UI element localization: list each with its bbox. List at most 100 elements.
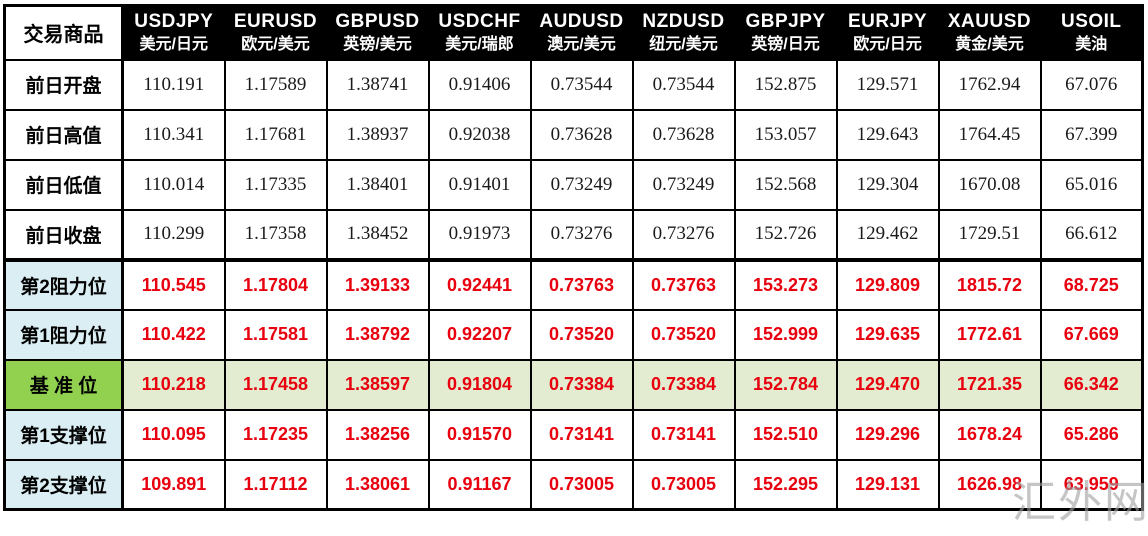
table-cell: 0.91804 — [427, 358, 532, 411]
table-row: 第2支撑位 109.891 1.17112 1.38061 0.91167 0.73005… — [3, 458, 1144, 511]
table-row: 前日开盘 110.191 1.17589 1.38741 0.91406 0.73544 0… — [3, 58, 1144, 111]
table-cell: 129.809 — [835, 257, 940, 311]
column-name-cn: 英镑/日元 — [751, 36, 820, 54]
table-cell: 1.38597 — [325, 358, 430, 411]
table-cell: 0.73520 — [631, 308, 736, 361]
table-cell: 1815.72 — [937, 257, 1042, 311]
row-label: 基 准 位 — [3, 358, 124, 411]
row-label: 前日高值 — [3, 108, 124, 161]
table-cell: 1.17589 — [223, 58, 328, 111]
table-cell: 1.39133 — [325, 257, 430, 311]
table-cell: 110.095 — [121, 408, 226, 461]
table-cell: 110.191 — [121, 58, 226, 111]
table-cell: 109.891 — [121, 458, 226, 511]
table-cell: 0.73544 — [529, 58, 634, 111]
table-cell: 1.17235 — [223, 408, 328, 461]
table-body: 前日开盘 110.191 1.17589 1.38741 0.91406 0.73544 0… — [3, 58, 1144, 511]
table-cell: 1764.45 — [937, 108, 1042, 161]
table-row: 第1阻力位 110.422 1.17581 1.38792 0.92207 0.73520… — [3, 308, 1144, 361]
table-cell: 1.17358 — [223, 208, 328, 261]
column-symbol: USDJPY — [134, 11, 214, 33]
column-name-cn: 英镑/美元 — [343, 36, 412, 54]
table-cell: 1721.35 — [937, 358, 1042, 411]
column-symbol: GBPJPY — [745, 11, 826, 33]
column-name-cn: 美元/日元 — [139, 36, 208, 54]
column-header-eurjpy: EURJPY 欧元/日元 — [835, 4, 940, 61]
table-row: 前日收盘 110.299 1.17358 1.38452 0.91973 0.73276 0… — [3, 208, 1144, 261]
table-cell: 152.726 — [733, 208, 838, 261]
row-label: 第1阻力位 — [3, 308, 124, 361]
table-cell: 110.299 — [121, 208, 226, 261]
table-cell: 63.959 — [1039, 458, 1144, 511]
column-header-usdjpy: USDJPY 美元/日元 — [121, 4, 226, 61]
column-symbol: XAUUSD — [947, 11, 1032, 33]
table-cell: 153.057 — [733, 108, 838, 161]
table-cell: 0.91167 — [427, 458, 532, 511]
table-cell: 129.571 — [835, 58, 940, 111]
table-cell: 1.38937 — [325, 108, 430, 161]
header-row: 交易商品 USDJPY 美元/日元 EURUSD 欧元/美元 GBPUSD 英镑/美元 US… — [3, 4, 1144, 61]
table-row: 基 准 位 110.218 1.17458 1.38597 0.91804 0.73384… — [3, 358, 1144, 411]
table-cell: 1.17581 — [223, 308, 328, 361]
table-row: 前日低值 110.014 1.17335 1.38401 0.91401 0.73249 0… — [3, 158, 1144, 211]
table-cell: 1.38452 — [325, 208, 430, 261]
column-symbol: NZDUSD — [642, 11, 725, 33]
table-cell: 0.73249 — [529, 158, 634, 211]
table-cell: 152.999 — [733, 308, 838, 361]
column-header-audusd: AUDUSD 澳元/美元 — [529, 4, 634, 61]
table-cell: 129.131 — [835, 458, 940, 511]
table-cell: 0.73628 — [631, 108, 736, 161]
column-header-xauusd: XAUUSD 黄金/美元 — [937, 4, 1042, 61]
table-cell: 1.38401 — [325, 158, 430, 211]
column-symbol: USDCHF — [438, 11, 521, 33]
table-cell: 0.92441 — [427, 257, 532, 311]
table-cell: 1.17681 — [223, 108, 328, 161]
corner-header-cell: 交易商品 — [3, 4, 124, 61]
table-cell: 1.38792 — [325, 308, 430, 361]
table-cell: 152.568 — [733, 158, 838, 211]
table-cell: 110.545 — [121, 257, 226, 311]
table-cell: 0.73141 — [631, 408, 736, 461]
table-cell: 129.462 — [835, 208, 940, 261]
column-name-cn: 欧元/日元 — [853, 36, 922, 54]
table-cell: 1.17335 — [223, 158, 328, 211]
column-header-gbpjpy: GBPJPY 英镑/日元 — [733, 4, 838, 61]
table-cell: 152.295 — [733, 458, 838, 511]
table-cell: 0.73763 — [529, 257, 634, 311]
table-cell: 0.73276 — [631, 208, 736, 261]
table-cell: 67.076 — [1039, 58, 1144, 111]
table-cell: 65.016 — [1039, 158, 1144, 211]
table-cell: 129.304 — [835, 158, 940, 211]
column-name-cn: 澳元/美元 — [547, 36, 616, 54]
table-cell: 65.286 — [1039, 408, 1144, 461]
table-cell: 110.014 — [121, 158, 226, 211]
column-header-usdchf: USDCHF 美元/瑞郎 — [427, 4, 532, 61]
table-cell: 110.422 — [121, 308, 226, 361]
row-label: 第2阻力位 — [3, 257, 124, 311]
table-row: 第2阻力位 110.545 1.17804 1.39133 0.92441 0.73763… — [3, 257, 1144, 311]
table-cell: 1678.24 — [937, 408, 1042, 461]
table-row: 前日高值 110.341 1.17681 1.38937 0.92038 0.73628 0… — [3, 108, 1144, 161]
column-name-cn: 黄金/美元 — [955, 36, 1024, 54]
table-cell: 67.399 — [1039, 108, 1144, 161]
column-name-cn: 欧元/美元 — [241, 36, 310, 54]
table-cell: 0.73520 — [529, 308, 634, 361]
table-cell: 1.17112 — [223, 458, 328, 511]
column-symbol: AUDUSD — [539, 11, 624, 33]
table-cell: 0.91406 — [427, 58, 532, 111]
column-header-gbpusd: GBPUSD 英镑/美元 — [325, 4, 430, 61]
column-symbol: EURUSD — [233, 11, 318, 33]
table-cell: 129.643 — [835, 108, 940, 161]
table-cell: 1626.98 — [937, 458, 1042, 511]
table-cell: 129.296 — [835, 408, 940, 461]
row-label: 前日开盘 — [3, 58, 124, 111]
table-header: 交易商品 USDJPY 美元/日元 EURUSD 欧元/美元 GBPUSD 英镑/美元 US… — [3, 4, 1144, 61]
table-cell: 1670.08 — [937, 158, 1042, 211]
table-cell: 1.38256 — [325, 408, 430, 461]
row-label: 前日收盘 — [3, 208, 124, 261]
column-name-cn: 美元/瑞郎 — [445, 36, 514, 54]
table-cell: 1.38061 — [325, 458, 430, 511]
table-cell: 0.92038 — [427, 108, 532, 161]
table-cell: 0.91973 — [427, 208, 532, 261]
